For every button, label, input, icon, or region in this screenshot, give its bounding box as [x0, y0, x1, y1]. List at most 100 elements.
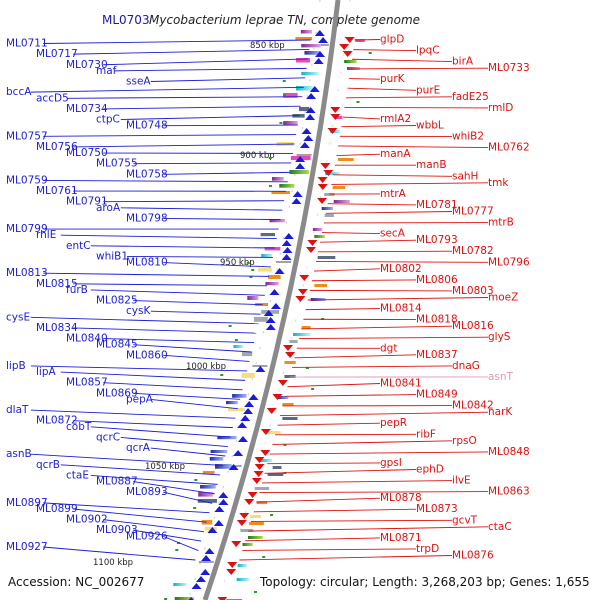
left-gene-label[interactable]: ML0791: [66, 196, 108, 208]
right-gene-label[interactable]: ML0871: [380, 532, 422, 544]
right-gene-label[interactable]: ML0803: [452, 285, 494, 297]
right-gene-label[interactable]: ML0841: [380, 378, 422, 390]
right-gene-label[interactable]: pepR: [380, 417, 407, 429]
right-gene-label[interactable]: ML0782: [452, 245, 494, 257]
right-gene-label[interactable]: rmlD: [488, 102, 513, 114]
right-gene-label[interactable]: ML0878: [380, 492, 422, 504]
right-gene-label[interactable]: gcvT: [452, 514, 478, 526]
left-gene-label[interactable]: ML0815: [36, 278, 78, 290]
left-gene-label[interactable]: ML0799: [6, 223, 48, 235]
right-gene-label[interactable]: ML0762: [488, 142, 530, 154]
left-gene-label[interactable]: ML0903: [96, 524, 138, 536]
right-gene-label[interactable]: ML0814: [380, 303, 422, 315]
left-gene-label[interactable]: ML0857: [66, 377, 108, 389]
right-gene-label[interactable]: moeZ: [488, 292, 518, 304]
right-gene-label[interactable]: ML0793: [416, 234, 458, 246]
left-gene-label[interactable]: ML0711: [6, 38, 48, 50]
left-gene-label[interactable]: rhlE: [36, 229, 56, 241]
right-gene-label[interactable]: ML0816: [452, 320, 494, 332]
right-gene-label[interactable]: ephD: [416, 464, 444, 476]
left-gene-label[interactable]: qcrA: [126, 442, 151, 454]
left-gene-label[interactable]: ML0717: [36, 48, 78, 60]
left-gene-label[interactable]: ML0759: [6, 174, 48, 186]
left-gene-label[interactable]: sseA: [126, 76, 151, 88]
right-gene-label[interactable]: ribF: [416, 428, 436, 440]
left-gene-label[interactable]: qcrB: [36, 459, 60, 471]
left-gene-label[interactable]: maf: [96, 65, 117, 77]
right-gene-label[interactable]: ML0781: [416, 199, 458, 211]
left-gene-label[interactable]: aroA: [96, 202, 121, 214]
left-gene-label[interactable]: ctpC: [96, 114, 120, 126]
right-gene-label[interactable]: ML0849: [416, 389, 458, 401]
right-gene-label[interactable]: dnaG: [452, 360, 480, 372]
left-gene-label[interactable]: lipB: [6, 360, 26, 372]
left-gene-label[interactable]: ML0902: [66, 514, 108, 526]
right-gene-label[interactable]: wbbL: [416, 120, 444, 132]
right-gene-label[interactable]: rmlA2: [380, 113, 411, 125]
left-gene-label[interactable]: ML0734: [66, 103, 108, 115]
left-gene-label[interactable]: ML0825: [96, 295, 138, 307]
left-gene-label[interactable]: ML0758: [126, 168, 168, 180]
right-gene-label[interactable]: tmk: [488, 177, 509, 189]
left-gene-label[interactable]: dlaT: [6, 404, 29, 416]
right-gene-label[interactable]: manA: [380, 148, 411, 160]
left-gene-label[interactable]: ML0810: [126, 257, 168, 269]
right-gene-label[interactable]: dgt: [380, 342, 397, 354]
left-gene-label[interactable]: qcrC: [96, 431, 120, 443]
left-gene-label[interactable]: pepA: [126, 393, 154, 405]
right-gene-label[interactable]: trpD: [416, 543, 439, 555]
right-gene-label[interactable]: ML0842: [452, 400, 494, 412]
right-gene-label[interactable]: fadE25: [452, 91, 489, 103]
left-gene-label[interactable]: ctaE: [66, 469, 89, 481]
right-gene-label[interactable]: ML0777: [452, 206, 494, 218]
left-gene-label[interactable]: ML0872: [36, 415, 78, 427]
right-gene-label[interactable]: asnT: [488, 371, 514, 383]
right-gene-label[interactable]: ML0837: [416, 349, 458, 361]
right-gene-label[interactable]: ML0796: [488, 256, 530, 268]
left-gene-label[interactable]: ML0757: [6, 130, 48, 142]
right-gene-label[interactable]: gpsI: [380, 457, 402, 469]
left-gene-label[interactable]: ML0893: [126, 486, 168, 498]
left-gene-label[interactable]: ML0813: [6, 267, 48, 279]
left-gene-label[interactable]: ML0926: [126, 530, 168, 542]
right-gene-label[interactable]: purK: [380, 73, 406, 85]
right-gene-label[interactable]: narK: [488, 406, 513, 418]
left-gene-label[interactable]: ML0899: [36, 503, 78, 515]
left-gene-label[interactable]: cysE: [6, 311, 30, 323]
right-gene-label[interactable]: ML0876: [452, 550, 494, 562]
left-gene-label[interactable]: ML0756: [36, 141, 78, 153]
left-gene-label[interactable]: ML0845: [96, 339, 138, 351]
left-gene-label[interactable]: ML0755: [96, 158, 138, 170]
left-gene-label[interactable]: entC: [66, 240, 91, 252]
right-gene-label[interactable]: secA: [380, 228, 406, 240]
right-gene-label[interactable]: mtrB: [488, 217, 514, 229]
right-gene-label[interactable]: lpqC: [416, 45, 440, 57]
right-gene-label[interactable]: ML0863: [488, 486, 530, 498]
right-gene-label[interactable]: birA: [452, 56, 474, 68]
left-gene-label[interactable]: ML0840: [66, 333, 108, 345]
right-gene-label[interactable]: sahH: [452, 170, 478, 182]
left-gene-label[interactable]: accD5: [36, 92, 69, 104]
left-gene-label[interactable]: ML0834: [36, 322, 78, 334]
left-gene-label[interactable]: ML0887: [96, 476, 138, 488]
left-gene-label[interactable]: ML0748: [126, 120, 168, 132]
left-gene-label[interactable]: ML0750: [66, 147, 108, 159]
left-gene-label[interactable]: ML0798: [126, 212, 168, 224]
right-gene-label[interactable]: ilvE: [452, 475, 471, 487]
right-gene-label[interactable]: ML0873: [416, 503, 458, 515]
right-gene-label[interactable]: ML0802: [380, 263, 422, 275]
left-gene-label[interactable]: furB: [66, 284, 88, 296]
right-gene-label[interactable]: whiB2: [452, 131, 484, 143]
left-gene-label[interactable]: bccA: [6, 86, 32, 98]
right-gene-label[interactable]: manB: [416, 159, 447, 171]
left-gene-label[interactable]: ML0860: [126, 349, 168, 361]
right-gene-label[interactable]: glyS: [488, 331, 511, 343]
right-gene-label[interactable]: rpsO: [452, 435, 477, 447]
left-gene-label[interactable]: ML0761: [36, 185, 78, 197]
right-gene-label[interactable]: ML0806: [416, 274, 458, 286]
left-gene-label[interactable]: ML0897: [6, 497, 48, 509]
right-gene-label[interactable]: ML0733: [488, 62, 530, 74]
right-gene-label[interactable]: ctaC: [488, 521, 512, 533]
right-gene-label[interactable]: ML0818: [416, 314, 458, 326]
left-gene-label[interactable]: cobT: [66, 421, 92, 433]
